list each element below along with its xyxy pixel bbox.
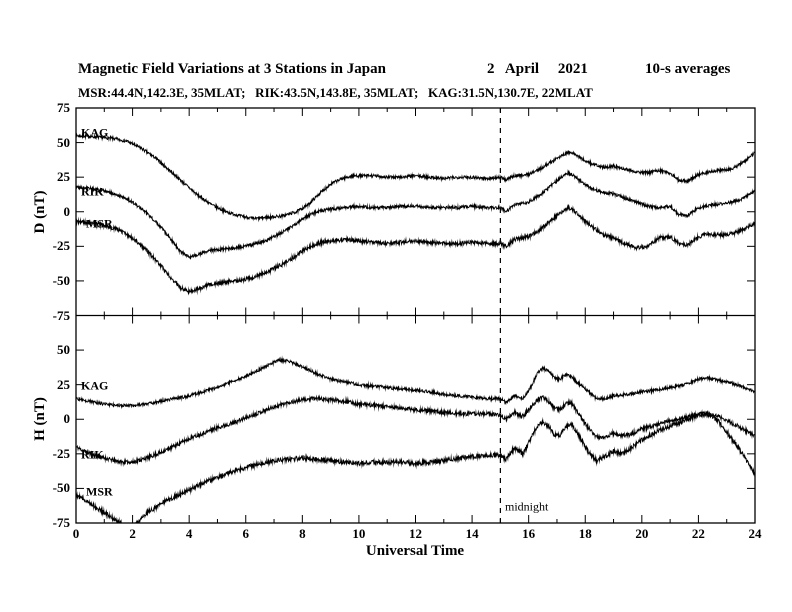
y-axis-label-h: H (nT)	[31, 397, 48, 441]
x-tick-label: 8	[299, 526, 306, 541]
trace-label-rik-h: RIK	[81, 447, 104, 462]
y-tick-label: -25	[52, 445, 70, 461]
y-tick-label: -75	[52, 514, 70, 530]
x-tick-label: 20	[635, 526, 649, 541]
station-coordinates: MSR:44.4N,142.3E, 35MLAT; RIK:43.5N,143.…	[78, 85, 593, 100]
trace-label-msr-h: MSR	[86, 484, 113, 499]
page-title: Magnetic Field Variations at 3 Stations …	[78, 61, 386, 77]
trace-label-msr-d: MSR	[86, 216, 113, 231]
averaging-note: 10-s averages	[645, 61, 731, 77]
y-tick-label: 75	[57, 99, 70, 115]
x-tick-label: 2	[129, 526, 136, 541]
trace-label-rik-d: RIK	[81, 184, 104, 199]
midnight-annotation: midnight	[505, 499, 549, 514]
y-axis-label-d: D (nT)	[31, 190, 48, 234]
y-tick-label: 0	[63, 411, 71, 427]
x-tick-label: 24	[748, 526, 762, 541]
chart-date: 2 April 2021	[487, 61, 588, 77]
y-tick-label: -75	[52, 307, 70, 323]
x-tick-label: 10	[352, 526, 366, 541]
x-tick-label: 0	[72, 526, 80, 541]
x-tick-label: 6	[242, 526, 250, 541]
trace-label-kag-d: KAG	[81, 125, 109, 140]
x-tick-label: 18	[578, 526, 592, 541]
x-axis-label: Universal Time	[365, 543, 465, 559]
y-tick-label: 25	[57, 376, 70, 392]
y-tick-label: 0	[63, 203, 71, 219]
x-tick-label: 4	[185, 526, 193, 541]
y-tick-label: 25	[57, 169, 70, 185]
trace-label-kag-h: KAG	[81, 378, 109, 393]
x-tick-label: 14	[465, 526, 479, 541]
x-tick-label: 16	[522, 526, 536, 541]
y-tick-label: -50	[52, 272, 70, 288]
y-tick-label: 50	[57, 134, 70, 150]
x-tick-label: 22	[691, 526, 705, 541]
y-tick-label: -50	[52, 480, 70, 496]
y-tick-label: 50	[57, 341, 70, 357]
y-tick-label: -25	[52, 238, 70, 254]
x-tick-label: 12	[409, 526, 422, 541]
